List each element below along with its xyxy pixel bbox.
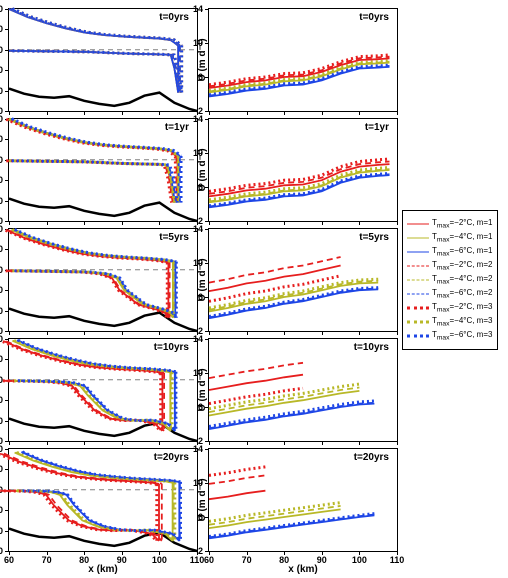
ytick-label: 14 <box>193 4 209 14</box>
ytick-label: 14 <box>193 444 209 454</box>
time-label: t=10yrs <box>152 342 191 353</box>
ytick-label: 14 <box>193 114 209 124</box>
panel: 261014U (m d⁻¹)t=0yrs <box>208 8 398 112</box>
ytick-label: 200 <box>0 244 9 254</box>
time-label: t=5yrs <box>357 232 391 243</box>
time-label: t=1yr <box>363 122 391 133</box>
y-axis-label: U (m d⁻¹) <box>197 258 208 301</box>
ytick-label: 400 <box>0 444 9 454</box>
legend-item: Tmax=−2°C, m=2 <box>407 260 493 272</box>
time-label: t=0yrs <box>357 12 391 23</box>
legend-swatch <box>407 219 429 229</box>
legend-swatch <box>407 233 429 243</box>
legend-label: Tmax=−2°C, m=2 <box>432 260 492 272</box>
legend-label: Tmax=−6°C, m=1 <box>432 246 492 258</box>
ytick-label: 200 <box>0 354 9 364</box>
xtick-label: 90 <box>117 551 127 565</box>
ytick-label: -200 <box>0 505 9 515</box>
x-axis-label: x (km) <box>288 564 317 575</box>
time-label: t=5yrs <box>157 232 191 243</box>
ytick-label: 200 <box>0 464 9 474</box>
legend-label: Tmax=−6°C, m=3 <box>432 330 492 342</box>
xtick-label: 80 <box>79 551 89 565</box>
xtick-label: 110 <box>390 551 405 565</box>
ytick-label: -400 <box>0 196 9 206</box>
xtick-label: 60 <box>4 551 14 565</box>
legend-item: Tmax=−6°C, m=3 <box>407 330 493 342</box>
panel: -600-400-2000200400h (m)t=1yr <box>8 118 198 222</box>
legend-swatch <box>407 261 429 271</box>
legend-label: Tmax=−4°C, m=1 <box>432 232 492 244</box>
panel: 261014U (m d⁻¹)t=1yr <box>208 118 398 222</box>
ytick-label: 200 <box>0 134 9 144</box>
xtick-label: 70 <box>42 551 52 565</box>
legend-item: Tmax=−4°C, m=2 <box>407 274 493 286</box>
xtick-label: 60 <box>204 551 214 565</box>
panel: -600-400-2000200400h (m)t=5yrs <box>8 228 198 332</box>
legend-swatch <box>407 303 429 313</box>
legend-swatch <box>407 275 429 285</box>
legend-item: Tmax=−6°C, m=1 <box>407 246 493 258</box>
ytick-label: 0 <box>0 45 9 55</box>
panel: 261014U (m d⁻¹)t=5yrs <box>208 228 398 332</box>
ytick-label: 14 <box>193 224 209 234</box>
legend-swatch <box>407 331 429 341</box>
legend-label: Tmax=−4°C, m=3 <box>432 316 492 328</box>
panel-grid: -600-400-2000200400h (m)t=0yrs261014U (m… <box>8 8 398 552</box>
legend-item: Tmax=−2°C, m=3 <box>407 302 493 314</box>
ytick-label: 14 <box>193 334 209 344</box>
panel: -600-400-200020040060708090100110h (m)x … <box>8 448 198 552</box>
time-label: t=10yrs <box>352 342 391 353</box>
time-label: t=20yrs <box>152 452 191 463</box>
time-label: t=20yrs <box>352 452 391 463</box>
panel: -600-400-2000200400h (m)t=0yrs <box>8 8 198 112</box>
xtick-label: 100 <box>352 551 367 565</box>
y-axis-label: U (m d⁻¹) <box>197 38 208 81</box>
ytick-label: -400 <box>0 306 9 316</box>
ytick-label: 400 <box>0 224 9 234</box>
panel: 261014U (m d⁻¹)t=10yrs <box>208 338 398 442</box>
y-axis-label: U (m d⁻¹) <box>197 478 208 521</box>
ytick-label: -400 <box>0 416 9 426</box>
x-axis-label: x (km) <box>88 564 117 575</box>
panel: -600-400-2000200400h (m)t=10yrs <box>8 338 198 442</box>
xtick-label: 70 <box>242 551 252 565</box>
ytick-label: 400 <box>0 4 9 14</box>
ytick-label: -200 <box>0 175 9 185</box>
time-label: t=0yrs <box>157 12 191 23</box>
legend-item: Tmax=−2°C, m=1 <box>407 218 493 230</box>
ytick-label: 0 <box>0 265 9 275</box>
legend-label: Tmax=−4°C, m=2 <box>432 274 492 286</box>
legend-swatch <box>407 289 429 299</box>
ytick-label: -200 <box>0 285 9 295</box>
figure-container: -600-400-2000200400h (m)t=0yrs261014U (m… <box>8 8 500 552</box>
legend-label: Tmax=−6°C, m=2 <box>432 288 492 300</box>
legend-swatch <box>407 317 429 327</box>
xtick-label: 100 <box>152 551 167 565</box>
ytick-label: -200 <box>0 395 9 405</box>
legend: Tmax=−2°C, m=1 Tmax=−4°C, m=1 Tmax=−6°C, m… <box>402 210 498 350</box>
legend-label: Tmax=−2°C, m=1 <box>432 218 492 230</box>
panel: 26101460708090100110U (m d⁻¹)x (km)t=20y… <box>208 448 398 552</box>
legend-swatch <box>407 247 429 257</box>
ytick-label: 200 <box>0 24 9 34</box>
ytick-label: -200 <box>0 65 9 75</box>
y-axis-label: U (m d⁻¹) <box>197 148 208 191</box>
y-axis-label: U (m d⁻¹) <box>197 368 208 411</box>
xtick-label: 90 <box>317 551 327 565</box>
ytick-label: -400 <box>0 526 9 536</box>
ytick-label: -400 <box>0 86 9 96</box>
legend-label: Tmax=−2°C, m=3 <box>432 302 492 314</box>
legend-item: Tmax=−6°C, m=2 <box>407 288 493 300</box>
xtick-label: 80 <box>279 551 289 565</box>
time-label: t=1yr <box>163 122 191 133</box>
legend-item: Tmax=−4°C, m=3 <box>407 316 493 328</box>
legend-item: Tmax=−4°C, m=1 <box>407 232 493 244</box>
